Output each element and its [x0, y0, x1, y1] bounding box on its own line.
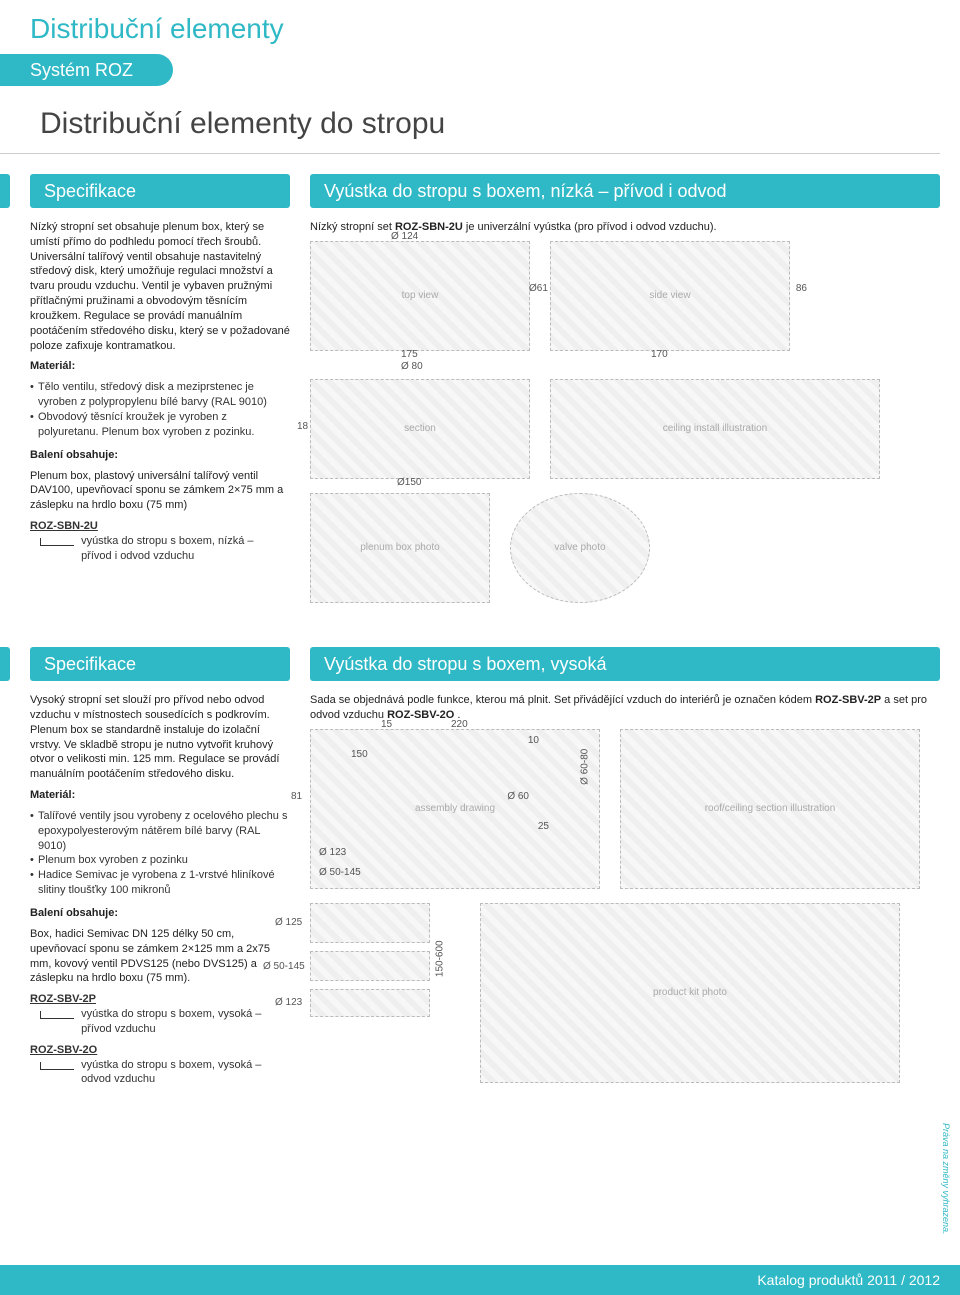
part-drawing: Ø 123	[310, 989, 430, 1017]
dim-label: 10	[528, 734, 539, 748]
pack-label-2: Balení obsahuje:	[30, 906, 290, 921]
product-code-2p: ROZ-SBV-2P vyústka do stropu s boxem, vy…	[30, 992, 290, 1037]
dim-label: 170	[651, 348, 668, 362]
code-connector-icon	[40, 1062, 74, 1070]
technical-drawing-side: Ø61 86 170 side view	[550, 241, 790, 351]
technical-drawing-section: 18 Ø150 section	[310, 379, 530, 479]
material-label-1: Materiál:	[30, 359, 290, 374]
dim-label: Ø 50-145	[263, 960, 305, 974]
dim-label: 15	[381, 718, 392, 732]
dim-label: Ø 123	[275, 996, 302, 1010]
material-label-2: Materiál:	[30, 788, 290, 803]
code-desc: vyústka do stropu s boxem, nízká – přívo…	[81, 534, 281, 564]
dim-label: Ø 80	[401, 360, 423, 374]
product-header-2: Vyústka do stropu s boxem, vysoká	[310, 647, 940, 681]
code-connector-icon	[40, 538, 74, 546]
rights-note: Práva na změny vyhrazena.	[940, 1123, 952, 1235]
code-label: ROZ-SBV-2P	[30, 993, 96, 1005]
spec-header-2: Specifikace	[30, 647, 290, 681]
dim-label: Ø 125	[275, 916, 302, 930]
product-header-1: Vyústka do stropu s boxem, nízká – přívo…	[310, 174, 940, 208]
product-code-2o: ROZ-SBV-2O vyústka do stropu s boxem, vy…	[30, 1043, 290, 1088]
caption-code: ROZ-SBV-2O	[387, 709, 454, 721]
caption-text: Nízký stropní set	[310, 221, 395, 233]
dim-label: Ø 60	[507, 790, 529, 804]
code-desc: vyústka do stropu s boxem, vysoká – přív…	[81, 1007, 281, 1037]
pack-text-1: Plenum box, plastový universální talířov…	[30, 469, 290, 514]
code-connector-icon	[40, 1011, 74, 1019]
dim-label: 25	[538, 820, 549, 834]
diagram-row-1a: Ø 124 175 Ø 80 top view Ø61 86 170 side …	[310, 241, 940, 351]
product-caption-2: Sada se objednává podle funkce, kterou m…	[310, 693, 940, 723]
dim-label: Ø 60-80	[578, 748, 592, 784]
material-item: Plenum box vyroben z pozinku	[30, 853, 290, 868]
caption-text: je univerzální vyústka (pro přívod i odv…	[466, 221, 717, 233]
material-list-1: Tělo ventilu, středový disk a meziprsten…	[30, 380, 290, 439]
code-label: ROZ-SBV-2O	[30, 1044, 97, 1056]
pack-label-1: Balení obsahuje:	[30, 448, 290, 463]
dimension-stack: Ø 125 Ø 50-145 150-600 Ø 123	[310, 903, 460, 1017]
install-illustration: ceiling install illustration	[550, 379, 880, 479]
technical-drawing-top: Ø 124 175 Ø 80 top view	[310, 241, 530, 351]
section-2-left: Specifikace Vysoký stropní set slouží pr…	[0, 647, 290, 1097]
dim-label: Ø61	[529, 282, 548, 296]
product-photo-assembly: product kit photo	[480, 903, 900, 1083]
dim-label: Ø 124	[391, 230, 418, 244]
main-heading: Distribuční elementy do stropu	[0, 86, 940, 154]
product-photo-box: plenum box photo	[310, 493, 490, 603]
section-2-right: Vyústka do stropu s boxem, vysoká Sada s…	[310, 647, 940, 1097]
material-item: Obvodový těsnící kroužek je vyroben z po…	[30, 410, 290, 440]
part-drawing: Ø 50-145 150-600	[310, 951, 430, 981]
dim-label: 220	[451, 718, 468, 732]
section-1: Specifikace Nízký stropní set obsahuje p…	[0, 174, 960, 617]
dim-label: Ø150	[397, 476, 421, 490]
diagram-row-2a: 15 220 150 10 81 Ø 60 Ø 60-80 25 Ø 123 Ø…	[310, 729, 940, 889]
dim-label: 150-600	[434, 940, 448, 977]
footer-bar: Katalog produktů 2011 / 2012	[0, 1265, 960, 1295]
doc-subtitle: Systém ROZ	[0, 54, 173, 86]
install-illustration-2: roof/ceiling section illustration	[620, 729, 920, 889]
part-drawing: Ø 125	[310, 903, 430, 943]
technical-drawing-assembly: 15 220 150 10 81 Ø 60 Ø 60-80 25 Ø 123 Ø…	[310, 729, 600, 889]
footer-catalog: Katalog produktů 2011 / 2012	[757, 1271, 940, 1290]
pack-text-2: Box, hadici Semivac DN 125 délky 50 cm, …	[30, 927, 290, 986]
product-photo-valve: valve photo	[510, 493, 650, 603]
page: Distribuční elementy Systém ROZ Distribu…	[0, 0, 960, 1295]
dim-label: 18	[297, 420, 308, 434]
spec2-body: Vysoký stropní set slouží pro přívod neb…	[30, 693, 290, 782]
material-item: Tělo ventilu, středový disk a meziprsten…	[30, 380, 290, 410]
diagram-row-1b: 18 Ø150 section ceiling install illustra…	[310, 379, 940, 479]
dim-label: Ø 50-145	[319, 866, 361, 880]
diagram-row-2b: Ø 125 Ø 50-145 150-600 Ø 123 product kit…	[310, 903, 940, 1083]
material-item: Talířové ventily jsou vyrobeny z ocelové…	[30, 809, 290, 854]
dim-label: Ø 123	[319, 846, 346, 860]
caption-code: ROZ-SBV-2P	[815, 694, 881, 706]
dim-label: 81	[291, 790, 302, 804]
section-1-left: Specifikace Nízký stropní set obsahuje p…	[0, 174, 290, 617]
doc-title: Distribuční elementy	[0, 0, 960, 48]
dim-label: 150	[351, 748, 368, 762]
material-list-2: Talířové ventily jsou vyrobeny z ocelové…	[30, 809, 290, 898]
product-code-1: ROZ-SBN-2U vyústka do stropu s boxem, ní…	[30, 519, 290, 564]
section-2: Specifikace Vysoký stropní set slouží pr…	[0, 647, 960, 1097]
dim-label: 86	[796, 282, 807, 296]
code-desc: vyústka do stropu s boxem, vysoká – odvo…	[81, 1058, 281, 1088]
spec1-body: Nízký stropní set obsahuje plenum box, k…	[30, 220, 290, 354]
caption-text: Sada se objednává podle funkce, kterou m…	[310, 694, 815, 706]
section-1-right: Vyústka do stropu s boxem, nízká – přívo…	[310, 174, 940, 617]
code-label: ROZ-SBN-2U	[30, 520, 98, 532]
photo-row-1: plenum box photo valve photo	[310, 493, 940, 603]
spec-header-1: Specifikace	[30, 174, 290, 208]
material-item: Hadice Semivac je vyrobena z 1-vrstvé hl…	[30, 868, 290, 898]
